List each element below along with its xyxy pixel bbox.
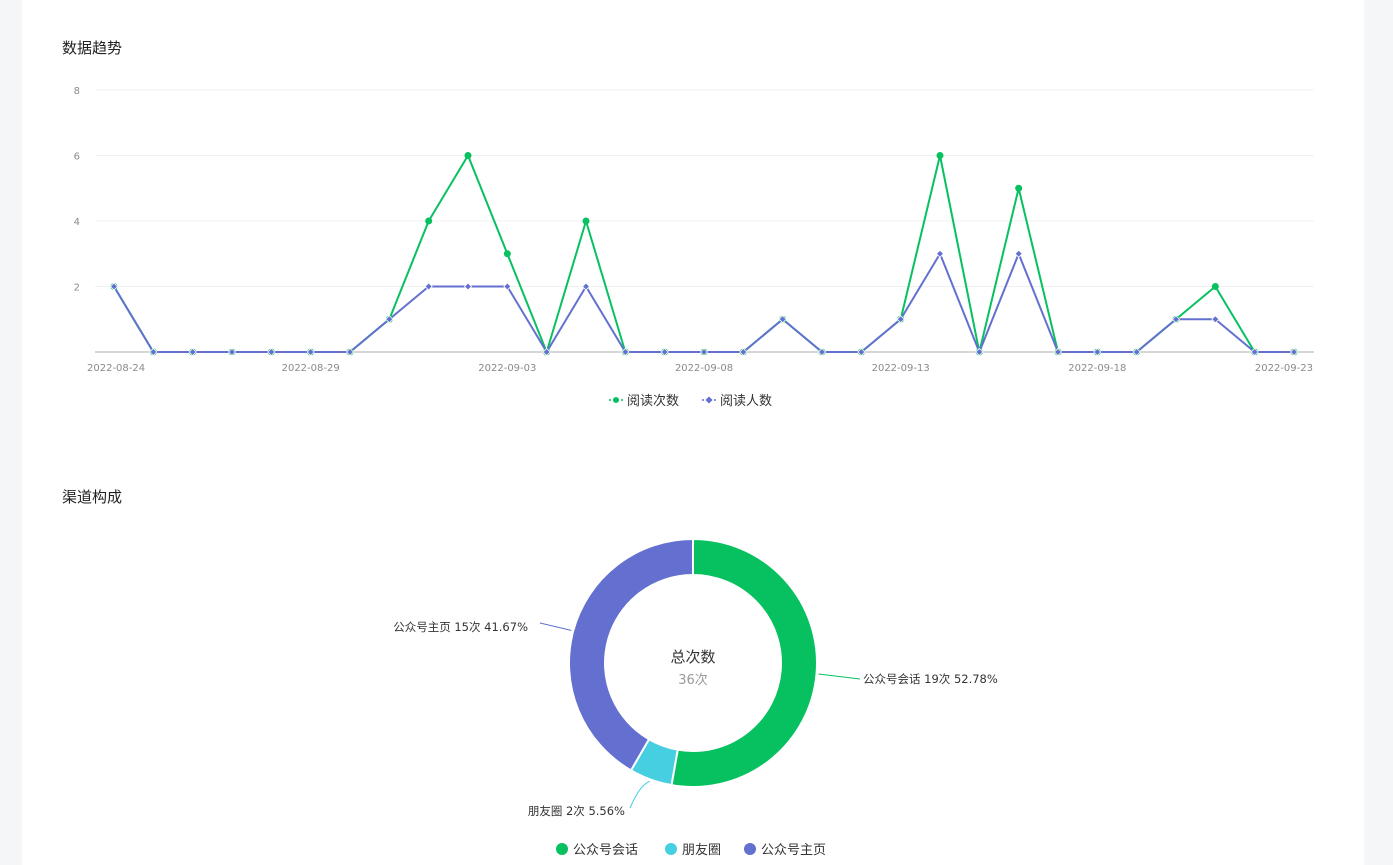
data-point-reader-count[interactable]: [1014, 249, 1023, 258]
data-point-reader-count[interactable]: [1289, 347, 1299, 357]
legend-item[interactable]: 朋友圈: [665, 842, 721, 858]
label-leader-line: [818, 673, 861, 680]
data-point-reader-count[interactable]: [581, 282, 591, 291]
x-tick-label: 2022-09-13: [872, 363, 930, 374]
data-point-reader-count[interactable]: [660, 347, 669, 357]
data-point-reader-count[interactable]: [1053, 347, 1063, 357]
data-point-reader-count[interactable]: [385, 315, 394, 324]
series-line-read-count: [113, 154, 1294, 353]
slice-label: 公众号会话 19次 52.78%: [863, 672, 998, 686]
data-point-reader-count[interactable]: [1250, 347, 1259, 357]
data-point-reader-count[interactable]: [306, 347, 315, 357]
y-tick-label: 4: [74, 217, 80, 228]
data-point-reader-count[interactable]: [857, 347, 866, 357]
data-point-reader-count[interactable]: [463, 282, 473, 291]
trend-section-title: 数据趋势: [62, 39, 123, 57]
donut-slice[interactable]: [568, 537, 694, 772]
slice-label: 朋友圈 2次 5.56%: [528, 804, 625, 818]
legend-diamond-icon: [705, 396, 713, 404]
legend-label: 朋友圈: [682, 842, 721, 858]
data-point-reader-count[interactable]: [227, 347, 237, 357]
data-point-reader-count[interactable]: [739, 347, 748, 357]
report-panel: 数据趋势 渠道构成: [22, 0, 1364, 865]
series-line-reader-count: [113, 252, 1294, 353]
data-point-reader-count[interactable]: [699, 347, 709, 357]
donut-slice[interactable]: [670, 537, 818, 788]
label-leader-line: [539, 622, 572, 631]
data-point-reader-count[interactable]: [109, 282, 119, 291]
channel-donut-chart: 公众号会话 19次 52.78% 朋友圈 2次 5.56% 公众号主页 15次 41…: [393, 537, 998, 858]
legend-label: 阅读次数: [627, 393, 679, 409]
data-point-reader-count[interactable]: [1132, 347, 1141, 357]
data-point-reader-count[interactable]: [1211, 315, 1220, 324]
x-tick-label: 2022-09-03: [478, 363, 536, 374]
data-point-reader-count[interactable]: [975, 347, 984, 357]
data-point-reader-count[interactable]: [424, 282, 433, 291]
data-point-read-count[interactable]: [582, 217, 590, 225]
x-tick-label: 2022-08-24: [87, 363, 145, 374]
data-point-reader-count[interactable]: [188, 347, 197, 357]
trend-line-chart: 2 4 6 8 2022-08-24 2022-08-29 2022-09-03 2022-0…: [74, 86, 1314, 409]
data-point-reader-count[interactable]: [345, 347, 355, 357]
channel-section-title: 渠道构成: [62, 488, 123, 506]
legend-label: 公众号主页: [761, 843, 826, 858]
legend-circle-icon: [613, 397, 619, 403]
legend-item[interactable]: 公众号主页: [744, 843, 826, 858]
data-point-reader-count[interactable]: [935, 249, 945, 258]
data-point-reader-count[interactable]: [542, 347, 551, 357]
data-point-reader-count[interactable]: [503, 282, 512, 291]
data-point-read-count[interactable]: [425, 217, 433, 225]
data-point-reader-count[interactable]: [817, 347, 827, 357]
x-tick-label: 2022-09-08: [675, 363, 733, 374]
x-tick-label: 2022-09-23: [1255, 363, 1313, 374]
legend-item[interactable]: 阅读人数: [702, 394, 772, 409]
data-point-reader-count[interactable]: [896, 315, 905, 324]
y-tick-label: 2: [74, 283, 80, 294]
legend-label: 公众号会话: [573, 843, 638, 858]
data-point-read-count[interactable]: [503, 250, 511, 258]
donut-center-title: 总次数: [670, 648, 715, 666]
x-tick-label: 2022-09-18: [1068, 363, 1126, 374]
data-point-reader-count[interactable]: [1171, 315, 1181, 324]
legend-dot-icon: [744, 843, 756, 855]
data-point-read-count[interactable]: [464, 152, 472, 159]
legend-item[interactable]: 阅读次数: [609, 393, 679, 409]
legend-item[interactable]: 公众号会话: [556, 843, 638, 858]
slice-label: 公众号主页 15次 41.67%: [393, 620, 528, 634]
donut-center-value: 36次: [678, 672, 708, 688]
legend-dot-icon: [556, 843, 568, 855]
label-leader-line: [629, 780, 651, 809]
data-point-read-count[interactable]: [936, 152, 944, 159]
data-point-reader-count[interactable]: [149, 347, 158, 357]
data-point-reader-count[interactable]: [778, 315, 787, 324]
data-point-reader-count[interactable]: [1093, 347, 1102, 357]
data-point-reader-count[interactable]: [621, 347, 630, 357]
data-point-read-count[interactable]: [1015, 184, 1023, 192]
legend-label: 阅读人数: [720, 394, 772, 409]
y-tick-label: 8: [74, 86, 80, 97]
data-point-reader-count[interactable]: [267, 347, 276, 357]
legend-dot-icon: [665, 843, 677, 855]
x-tick-label: 2022-08-29: [282, 363, 340, 374]
data-point-read-count[interactable]: [1211, 283, 1219, 290]
y-tick-label: 6: [74, 152, 80, 163]
